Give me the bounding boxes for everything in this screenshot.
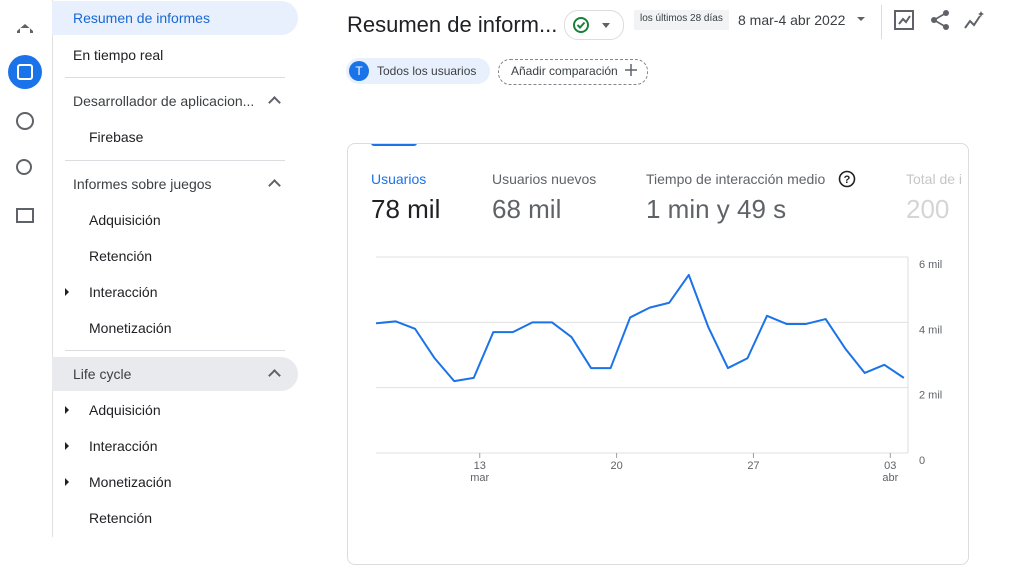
section-highlight — [52, 357, 298, 391]
y-tick-label: 0 — [919, 455, 925, 467]
x-tick-label: 20 — [610, 460, 622, 472]
explore-icon[interactable] — [16, 112, 34, 130]
plus-icon — [625, 64, 637, 76]
y-tick-label: 2 mil — [919, 390, 942, 402]
y-tick-label: 4 mil — [919, 324, 942, 336]
home-icon[interactable] — [17, 24, 33, 33]
rail-icons — [8, 24, 42, 223]
reports-icon[interactable] — [8, 55, 42, 89]
nav-item[interactable]: Retención — [89, 510, 153, 526]
nav-section[interactable]: Desarrollador de aplicacion... — [73, 93, 255, 109]
nav-rail — [0, 0, 53, 537]
nav-item[interactable]: Firebase — [89, 129, 144, 145]
nav-item[interactable]: Interacción — [89, 438, 158, 454]
page-title: Resumen de inform... — [347, 12, 558, 37]
nav-item[interactable]: Monetización — [89, 474, 172, 490]
date-range[interactable]: 8 mar-4 abr 2022 — [738, 12, 846, 28]
metric-label[interactable]: Usuarios nuevos — [492, 171, 597, 187]
ads-icon[interactable] — [16, 159, 32, 175]
nav-item[interactable]: En tiempo real — [73, 47, 164, 63]
compare-label: Añadir comparación — [511, 64, 618, 78]
expand-caret[interactable] — [65, 478, 69, 486]
reports-glyph — [17, 64, 33, 80]
page: Resumen de informes En tiempo real Desar… — [0, 0, 990, 565]
expand-caret[interactable] — [65, 406, 69, 414]
svg-text:?: ? — [844, 174, 851, 186]
selected-item-bg — [52, 1, 298, 35]
nav-section[interactable]: Informes sobre juegos — [73, 176, 212, 192]
expand-caret[interactable] — [65, 288, 69, 296]
summary-card: Usuarios 78 mil Usuarios nuevos 68 mil T… — [347, 143, 969, 565]
divider — [65, 77, 285, 78]
segment-chip[interactable] — [346, 58, 490, 84]
metric-label[interactable]: Tiempo de interacción medio — [646, 171, 826, 187]
divider — [65, 160, 285, 161]
y-tick-label: 6 mil — [919, 259, 942, 271]
nav-item[interactable]: Monetización — [89, 320, 172, 336]
nav-item[interactable]: Resumen de informes — [73, 10, 210, 26]
x-tick-label: 03 — [884, 460, 896, 472]
metric-label[interactable]: Usuarios — [371, 171, 427, 187]
header-actions[interactable] — [890, 6, 990, 36]
nav-item[interactable]: Interacción — [89, 284, 158, 300]
active-tab-indicator — [371, 144, 417, 146]
separator — [881, 5, 882, 39]
metric-value: 68 mil — [492, 194, 562, 224]
metric-value: 200 — [906, 194, 950, 224]
status-button[interactable] — [564, 10, 624, 40]
x-month-label: abr — [882, 472, 898, 484]
series-line — [375, 273, 905, 383]
status-icons — [573, 17, 610, 33]
nav-item[interactable]: Adquisición — [89, 402, 161, 418]
x-month-label: mar — [470, 472, 489, 484]
date-range-label: los últimos 28 días — [634, 10, 729, 30]
date-dropdown[interactable] — [855, 14, 867, 24]
nav-item[interactable]: Retención — [89, 248, 153, 264]
segment-label: Todos los usuarios — [377, 64, 477, 78]
x-tick-label: 27 — [747, 460, 759, 472]
x-tick-label: 13 — [474, 460, 486, 472]
compare-chip[interactable] — [498, 59, 648, 85]
metric-value: 1 min y 49 s — [646, 194, 787, 224]
config-icon[interactable] — [16, 208, 34, 223]
segment-avatar: T — [349, 61, 369, 81]
expand-caret[interactable] — [65, 442, 69, 450]
metric-label[interactable]: Total de i — [906, 171, 963, 187]
metric-value: 78 mil — [371, 194, 441, 224]
divider — [65, 350, 285, 351]
nav-item[interactable]: Adquisición — [89, 212, 161, 228]
nav-section[interactable]: Life cycle — [73, 366, 132, 382]
help-icon[interactable]: ? — [838, 170, 856, 188]
